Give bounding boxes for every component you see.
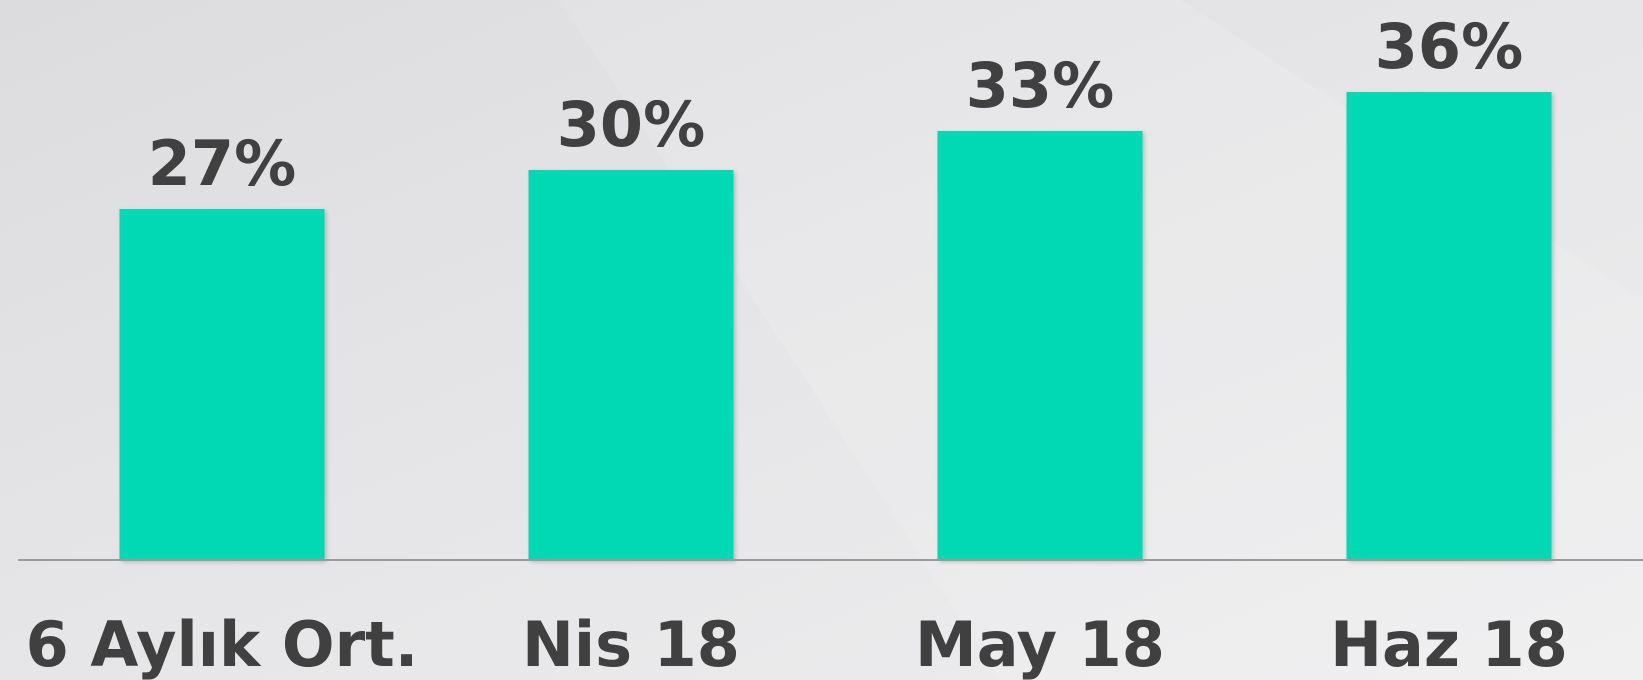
x-tick-label: May 18 (915, 608, 1165, 680)
value-label: 27% (148, 127, 296, 200)
bar (1346, 92, 1552, 560)
value-label: 36% (1375, 10, 1523, 83)
x-tick-label: 6 Aylık Ort. (26, 608, 419, 680)
bar (937, 131, 1143, 560)
value-label: 33% (966, 49, 1114, 122)
bar (119, 209, 325, 560)
x-tick-label: Haz 18 (1330, 608, 1568, 680)
bar (528, 170, 734, 560)
x-tick-label: Nis 18 (522, 608, 740, 680)
value-label: 30% (557, 88, 705, 161)
